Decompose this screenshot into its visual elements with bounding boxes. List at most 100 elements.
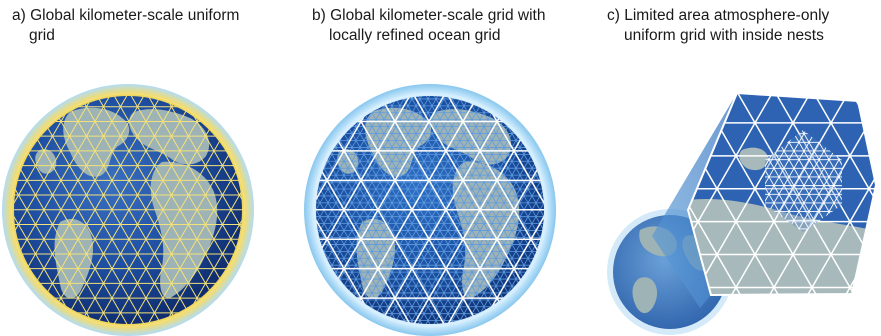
- nest-grid-line: [788, 130, 842, 232]
- globe-b-grid-line: [341, 95, 481, 325]
- caption-a-line1: a) Global kilometer-scale uniform: [12, 7, 240, 24]
- globe-b-grid-line: [443, 95, 545, 325]
- globe-b-fine-grid-line: [315, 95, 377, 325]
- nest-grid-line: [798, 130, 842, 232]
- globe-b-grid-line: [479, 95, 545, 325]
- nest-grid-line: [765, 130, 814, 232]
- globe-b-fine-grid-line: [374, 95, 513, 325]
- nest-grid-line: [765, 130, 810, 232]
- globe-b-fine-grid-line: [471, 95, 545, 325]
- limited-area-grid-line: [690, 93, 813, 295]
- globe-a-grid-line: [25, 95, 164, 325]
- globe-b-fine-ocean-grid: [315, 95, 545, 325]
- globe-b-fine-grid-line: [358, 95, 497, 325]
- limited-area-grid-line: [688, 93, 775, 295]
- caption-b-line2: locally refined ocean grid: [329, 27, 501, 44]
- globe-b-fine-grid-line: [315, 95, 393, 325]
- globe-b-fine-grid-line: [382, 95, 521, 325]
- globe-a-grid-line: [60, 95, 199, 325]
- limited-area-grid-line: [688, 93, 744, 295]
- nest-grid-line: [804, 130, 842, 232]
- caption-b-line1: b) Global kilometer-scale grid with: [312, 7, 546, 24]
- globe-b-grid-line: [343, 95, 483, 325]
- globe-b-fine-grid-line: [470, 95, 545, 325]
- globe-b-fine-grid-line: [315, 95, 426, 325]
- globe-b-grid-line: [375, 95, 515, 325]
- globe-b-grid-line: [315, 95, 415, 325]
- globe-b-fine-grid-line: [447, 95, 545, 325]
- globe-b-fine-grid-line: [350, 95, 489, 325]
- globe-a-grid-line: [77, 95, 216, 325]
- globe-b-fine-grid-line: [315, 95, 394, 325]
- globe-a-grid-line: [93, 95, 232, 325]
- globe-b-fine-grid-line: [327, 95, 466, 325]
- nest-grid-line: [765, 130, 800, 232]
- globe-a-grid-line: [145, 95, 243, 325]
- globe-b-grid-line: [377, 95, 517, 325]
- globe-a-grid-line: [13, 95, 80, 325]
- globe-a-grid-line: [13, 95, 113, 325]
- globe-b-fine-grid-line: [334, 95, 473, 325]
- globe-a-grid-line: [42, 95, 181, 325]
- globe-b-fine-grid-line: [359, 95, 498, 325]
- globe-b-fine-grid-line: [315, 95, 378, 325]
- globe-a-rim: [12, 94, 244, 326]
- globe-b-fine-grid-line: [486, 95, 545, 325]
- caption-c-line2: uniform grid with inside nests: [624, 27, 824, 44]
- limited-area-panel: [607, 91, 878, 335]
- caption-a-line2: grid: [29, 27, 55, 44]
- globe-b-fine-grid-line: [335, 95, 474, 325]
- nest-grid-line: [765, 130, 804, 232]
- globe-b-grid-line: [315, 95, 381, 325]
- nest-grid-line: [794, 130, 842, 232]
- globe-b: [304, 84, 556, 336]
- limited-area-grid-line: [735, 93, 858, 295]
- globe-b-fine-grid-line: [326, 95, 465, 325]
- globe-b-fine-grid-line: [454, 95, 545, 325]
- globe-b-fine-grid-line: [315, 95, 386, 325]
- globe-b-fine-grid-line: [315, 95, 401, 325]
- globe-b-fine-grid-line: [431, 95, 545, 325]
- globe-a-grid-line: [76, 95, 215, 325]
- globe-a-grid-line: [144, 95, 243, 325]
- globe-a-grid-line: [59, 95, 198, 325]
- caption-c: c) Limited area atmosphere-only uniform …: [607, 6, 829, 46]
- globe-b-fine-grid-line: [315, 95, 418, 325]
- caption-b: b) Global kilometer-scale grid with loca…: [312, 6, 545, 46]
- globe-b-fine-grid-line: [463, 95, 545, 325]
- globe-b-fine-grid-line: [383, 95, 522, 325]
- globe-b-fine-grid-line: [315, 95, 417, 325]
- globe-a: [2, 84, 254, 336]
- nest-domain: [765, 130, 842, 232]
- globe-a-grid-line: [13, 95, 96, 325]
- globe-b-grid-line: [315, 95, 379, 325]
- globe-a-grid-line: [128, 95, 243, 325]
- limited-area-grid-line: [811, 93, 876, 295]
- globe-b-fine-grid-line: [367, 95, 506, 325]
- globe-a-grid-line: [179, 95, 243, 325]
- caption-c-line1: c) Limited area atmosphere-only: [607, 7, 830, 24]
- globe-b-fine-grid-line: [315, 95, 410, 325]
- globe-b-grid-line: [445, 95, 545, 325]
- limited-area-land: [688, 147, 876, 295]
- globe-b-fine-grid-line: [391, 95, 530, 325]
- globe-a-grid-line: [13, 95, 97, 325]
- globe-a-grid-line: [161, 95, 243, 325]
- globe-b-rim: [314, 94, 546, 326]
- globe-a-grid-line: [162, 95, 243, 325]
- globe-b-fine-grid-line: [366, 95, 505, 325]
- globe-a-grid-line: [26, 95, 165, 325]
- globe-a-grid-line: [13, 95, 79, 325]
- globe-b-fine-grid-line: [438, 95, 545, 325]
- globe-b-grid-line: [477, 95, 545, 325]
- limited-area-border: [686, 91, 878, 297]
- globe-b-fine-grid-line: [315, 95, 402, 325]
- limited-area-grid-line: [804, 93, 876, 295]
- limited-area-grid-line: [688, 93, 782, 295]
- globe-b-fine-grid-line: [455, 95, 545, 325]
- globe-b-fine-grid-line: [315, 95, 409, 325]
- zoom-beam: [652, 93, 737, 308]
- globe-a-grid-line: [43, 95, 182, 325]
- globe-a-grid-line: [13, 95, 114, 325]
